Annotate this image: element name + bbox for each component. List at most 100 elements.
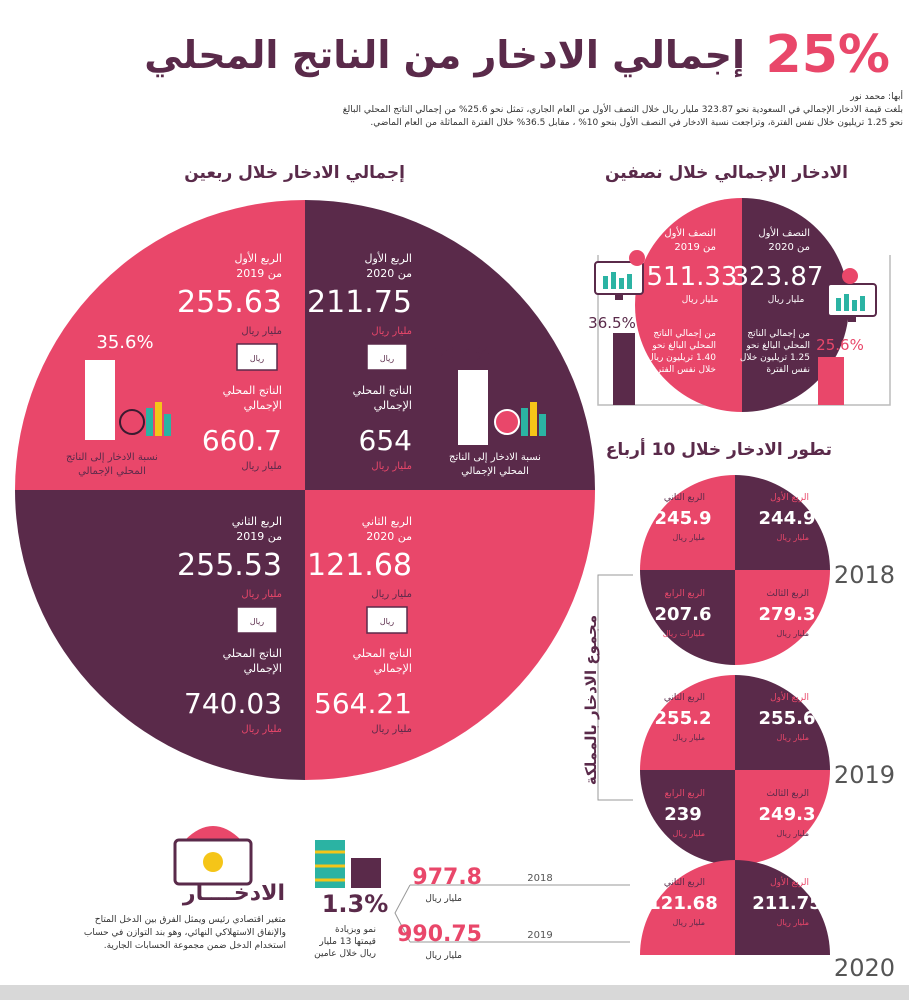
ratio: 36.5% bbox=[588, 314, 636, 332]
year-label: 2020 bbox=[834, 954, 895, 982]
unit: مليار ريال bbox=[768, 295, 805, 305]
monitor-icon bbox=[827, 268, 877, 322]
unit: مليار ريال bbox=[776, 918, 809, 927]
connector bbox=[394, 884, 411, 943]
unit: مليار ريال bbox=[425, 894, 462, 904]
period: من 2019 bbox=[236, 267, 282, 280]
period: الربع الأول bbox=[770, 491, 809, 503]
ratio-label: نسبة الادخار إلى الناتج bbox=[449, 452, 541, 463]
headline: إجمالي الادخار من الناتج المحلي bbox=[144, 33, 745, 78]
unit: مليار ريال bbox=[776, 629, 809, 638]
money-icon bbox=[315, 840, 381, 888]
unit: مليار ريال bbox=[776, 733, 809, 742]
ratio-label: المحلي الإجمالي bbox=[461, 466, 529, 477]
unit: مليارات ريال bbox=[663, 629, 705, 638]
period: الربع الأول bbox=[770, 876, 809, 888]
note: نفس الفترة bbox=[766, 365, 810, 375]
quadrant bbox=[15, 490, 305, 780]
savings-icon bbox=[119, 402, 171, 436]
monitor-icon bbox=[594, 250, 645, 300]
value: 323.87 bbox=[733, 262, 824, 292]
gdp-label: الناتج المحلي bbox=[223, 647, 282, 660]
savings-icon bbox=[494, 402, 546, 436]
gdp-label: الإجمالي bbox=[244, 662, 282, 675]
ratio-label: المحلي الإجمالي bbox=[78, 466, 146, 477]
value: 511.33 bbox=[647, 262, 738, 292]
gdp-label: الناتج المحلي bbox=[353, 384, 412, 397]
quadrant bbox=[640, 860, 735, 955]
unit: مليار ريال bbox=[672, 533, 705, 542]
receipt-icon bbox=[236, 606, 278, 634]
period: الربع الثاني bbox=[664, 693, 705, 703]
definition-text: استخدام الدخل ضمن مجموعة الحسابات الجاري… bbox=[104, 941, 286, 951]
value: 255.63 bbox=[177, 285, 282, 320]
value: 121.68 bbox=[648, 893, 717, 914]
period: من 2020 bbox=[366, 267, 412, 280]
ratio-bar-2019 bbox=[613, 333, 635, 405]
growth-note: نمو وبزيادة bbox=[335, 925, 376, 935]
value: 255.53 bbox=[177, 548, 282, 583]
gdp: 660.7 bbox=[202, 424, 282, 457]
intro: بلغت قيمة الادخار الإجمالي في السعودية ن… bbox=[343, 103, 903, 115]
ratio-bar bbox=[458, 370, 488, 445]
value: 279.3 bbox=[759, 604, 816, 625]
intro: نحو 1.25 تريليون خلال نفس الفترة، وتراجع… bbox=[370, 116, 903, 128]
gdp-label: الإجمالي bbox=[374, 662, 412, 675]
unit: مليار ريال bbox=[776, 533, 809, 542]
section-title: إجمالي الادخار خلال ربعين bbox=[184, 163, 405, 183]
ratio-bar bbox=[85, 360, 115, 440]
note: من إجمالي الناتج bbox=[747, 329, 810, 339]
ratio-bar-2020 bbox=[818, 357, 844, 405]
year: 2018 bbox=[527, 873, 552, 884]
period: من 2020 bbox=[366, 530, 412, 543]
value: 207.6 bbox=[655, 604, 712, 625]
icon-text: ريال bbox=[380, 354, 394, 363]
unit: مليار ريال bbox=[682, 295, 719, 305]
quadrant bbox=[735, 475, 830, 570]
value: 211.75 bbox=[307, 285, 412, 320]
value: 239 bbox=[664, 804, 702, 825]
value: 121.68 bbox=[307, 548, 412, 583]
gdp: 654 bbox=[359, 424, 412, 457]
unit: مليار ريال bbox=[241, 724, 282, 735]
unit: مليار ريال bbox=[371, 724, 412, 735]
unit: مليار ريال bbox=[425, 951, 462, 961]
ratio: 30.4% bbox=[433, 344, 490, 365]
period: الربع الثاني bbox=[664, 878, 705, 888]
receipt-icon bbox=[366, 606, 408, 634]
note: خلال نفس الفترة bbox=[652, 365, 716, 375]
growth-note: ريال خلال عامين bbox=[314, 949, 376, 959]
period: الربع الثاني bbox=[232, 515, 282, 528]
receipt-icon bbox=[366, 343, 408, 371]
quadrant bbox=[640, 475, 735, 570]
period: الربع الثالث bbox=[766, 789, 809, 799]
unit: مليار ريال bbox=[241, 461, 282, 472]
section-title: تطور الادخار خلال 10 أرباع bbox=[606, 438, 832, 460]
value: 255.2 bbox=[655, 708, 712, 729]
note: المحلي البالغ نحو bbox=[651, 341, 716, 351]
gdp-label: الإجمالي bbox=[244, 399, 282, 412]
unit: مليار ريال bbox=[672, 733, 705, 742]
quadrant bbox=[305, 490, 595, 780]
unit: مليار ريال bbox=[371, 589, 412, 600]
value: 249.3 bbox=[759, 804, 816, 825]
period: النصف الأول bbox=[664, 226, 716, 239]
period: الربع الأول bbox=[364, 251, 412, 265]
unit: مليار ريال bbox=[776, 829, 809, 838]
ratio-label: نسبة الادخار إلى الناتج bbox=[66, 452, 158, 463]
headline-percent: 25% bbox=[766, 25, 890, 85]
year-label: 2018 bbox=[834, 561, 895, 589]
note: 1.40 تريليون ريال bbox=[647, 353, 716, 363]
value: 255.6 bbox=[759, 708, 816, 729]
ratio: 25.6% bbox=[816, 336, 864, 354]
value: 990.75 bbox=[397, 922, 482, 947]
ratio: 35.6% bbox=[96, 332, 153, 353]
period: الربع الثاني bbox=[362, 515, 412, 528]
quadrant bbox=[735, 570, 830, 665]
unit: مليار ريال bbox=[672, 829, 705, 838]
icon-text: ريال bbox=[380, 617, 394, 626]
gdp: 564.21 bbox=[314, 687, 412, 720]
unit: مليار ريال bbox=[371, 461, 412, 472]
